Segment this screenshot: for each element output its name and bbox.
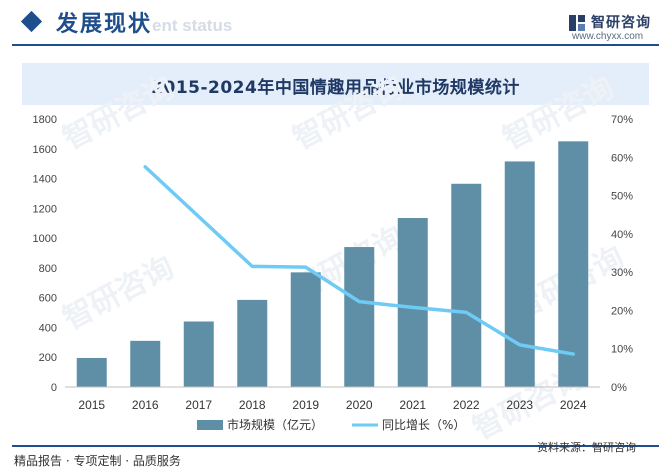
line-point (304, 265, 308, 269)
legend-line-label: 同比增长（%） (382, 418, 465, 432)
y-tick-label: 0 (51, 382, 57, 394)
line-point (143, 165, 147, 169)
line-point (250, 264, 254, 268)
bar-layer (76, 141, 589, 387)
bar (344, 247, 375, 387)
y-tick-label: 1000 (33, 233, 57, 245)
legend: 市场规模（亿元） 同比增长（%） (197, 417, 465, 432)
footer-divider (12, 445, 659, 447)
chart-title: 2015-2024年中国情趣用品行业市场规模统计 (151, 78, 520, 98)
header-divider (12, 44, 659, 46)
y2-tick-label: 50% (611, 191, 633, 203)
y-tick-label: 400 (39, 322, 57, 334)
y2-tick-label: 0% (611, 382, 627, 394)
bar (237, 299, 268, 387)
y-tick-label: 1400 (33, 174, 57, 186)
section-title: 发展现状 (56, 12, 153, 37)
line-point (518, 343, 522, 347)
x-tick-label: 2016 (132, 398, 159, 412)
bar (504, 161, 535, 387)
x-tick-label: 2018 (239, 398, 266, 412)
bar (451, 183, 482, 387)
brand: 智研咨询 www.chyxx.com (568, 9, 658, 43)
y-tick-label: 600 (39, 293, 57, 305)
watermark-text: 智研咨询 (57, 250, 179, 337)
bar (130, 340, 161, 387)
axis-layer: 0 200 400 600 800 1000 1200 1400 1600 1800 0% 10% 20… (33, 114, 634, 412)
page-header: 发展现状 ent status 智研咨询 www.chyxx.com (0, 0, 671, 46)
footer-tagline: 精品报告 · 专项定制 · 品质服务 (14, 454, 181, 468)
line-point (464, 310, 468, 314)
y-tick-label: 1200 (33, 203, 57, 215)
line-layer (143, 165, 575, 356)
y2-tick-label: 10% (611, 344, 633, 356)
watermark-layer: 智研咨询智研咨询智研咨询智研咨询智研咨询智研咨询智研咨询 (57, 70, 629, 447)
legend-bar-swatch (197, 420, 223, 430)
x-tick-label: 2015 (78, 398, 105, 412)
x-tick-label: 2024 (560, 398, 587, 412)
x-tick-label: 2020 (346, 398, 373, 412)
bar (183, 321, 214, 387)
legend-bar-label: 市场规模（亿元） (227, 417, 323, 432)
x-tick-label: 2023 (506, 398, 533, 412)
section-subtitle: ent status (152, 16, 233, 35)
bar (76, 357, 107, 387)
growth-line (143, 165, 575, 356)
line-point (571, 352, 575, 356)
bar (397, 218, 428, 387)
x-tick-label: 2021 (399, 398, 426, 412)
brand-name: 智研咨询 (591, 15, 651, 31)
y2-tick-label: 20% (611, 305, 633, 317)
y-tick-label: 200 (39, 352, 57, 364)
x-tick-label: 2019 (292, 398, 319, 412)
y2-tick-label: 30% (611, 267, 633, 279)
x-tick-label: 2017 (185, 398, 212, 412)
chart-title-box: 2015-2024年中国情趣用品行业市场规模统计 (22, 63, 649, 105)
x-tick-label: 2022 (453, 398, 480, 412)
y2-tick-label: 40% (611, 229, 633, 241)
y2-tick-label: 70% (611, 114, 633, 126)
y2-tick-label: 60% (611, 152, 633, 164)
watermark-text: 智研咨询 (57, 70, 179, 157)
brand-url: www.chyxx.com (572, 31, 644, 42)
line-point (411, 305, 415, 309)
watermark-text: 智研咨询 (287, 70, 409, 157)
brand-logo-icon (569, 15, 585, 31)
y-tick-label: 800 (39, 263, 57, 275)
bar (290, 272, 321, 387)
y-tick-label: 1600 (33, 144, 57, 156)
y-tick-label: 1800 (33, 114, 57, 126)
line-point (357, 300, 361, 304)
bar (558, 141, 589, 387)
source-note: 资料来源：智研咨询 (537, 441, 636, 454)
